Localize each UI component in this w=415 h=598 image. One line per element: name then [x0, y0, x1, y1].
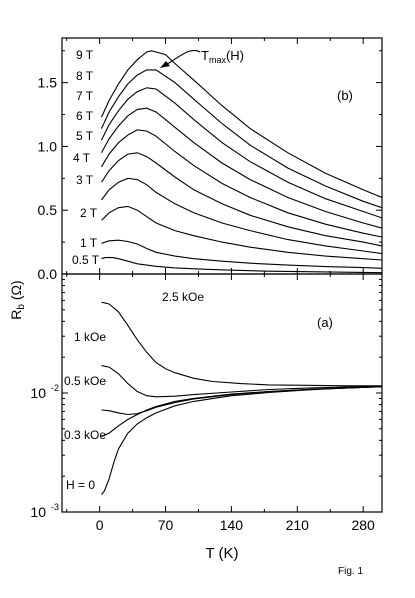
series-label: 4 T: [73, 151, 91, 165]
y-tick-label: 1.0: [38, 138, 58, 154]
figure-label: Fig. 1: [338, 566, 363, 577]
series-label: 1 kOe: [74, 330, 106, 344]
series-line-b-0: [101, 256, 383, 274]
series-line-b-3: [101, 177, 383, 255]
series-label: 2.5 kOe: [162, 290, 204, 304]
panel-a-plot: 0 70 140 210 280 10 -3 10 -2 2.5 kOe 1 kOe 0.5 kOe 0…: [30, 274, 383, 533]
series-label: 8 T: [76, 69, 94, 83]
x-tick-label: 0: [96, 517, 104, 533]
x-tick-label: 210: [286, 517, 310, 533]
panel-b-plot: 0.0 0.5 1.0 1.5 0.5 T 1 T 2 T 3 T 4 T 5 T 6 T 7 T 8 …: [38, 38, 383, 282]
y-tick-label-exponent: -2: [51, 383, 59, 393]
series-line-b-7: [101, 87, 383, 219]
series-label: 2 T: [80, 206, 98, 220]
series-line-b-8: [100, 69, 383, 209]
x-tick-label: 140: [220, 517, 244, 533]
y-tick-label: 0.5: [38, 202, 58, 218]
series-line-b-2: [101, 205, 383, 261]
series-line-a-4: [101, 386, 383, 495]
series-label: 7 T: [76, 89, 94, 103]
annotation-tmax: Tmax(H): [201, 48, 244, 65]
x-tick-label: 70: [158, 517, 174, 533]
series-label: 1 T: [80, 236, 98, 250]
y-tick-label: 0.0: [38, 266, 58, 282]
series-label: 6 T: [76, 109, 94, 123]
panel-a-label: (a): [317, 315, 333, 330]
panel-b-label: (b): [337, 88, 353, 103]
y-tick-label: 1.5: [38, 75, 58, 91]
series-line-a-0: [101, 301, 382, 387]
y-tick-label: 10: [30, 504, 46, 520]
series-line-b-5: [101, 129, 383, 238]
series-label: H = 0: [66, 478, 95, 492]
series-label: 3 T: [76, 173, 94, 187]
series-label: 9 T: [76, 48, 94, 62]
series-line-a-1: [101, 365, 383, 398]
x-axis-label: T (K): [205, 545, 238, 562]
series-line-b-4: [101, 152, 383, 247]
panel-b-frame: [61, 37, 383, 275]
series-line-a-3: [101, 386, 383, 438]
series-label: 0.5 kOe: [64, 374, 106, 388]
series-label: 0.5 T: [72, 253, 100, 267]
series-line-b-6: [101, 107, 383, 229]
series-line-b-1: [101, 239, 383, 269]
annotation-arrowhead: [160, 61, 170, 68]
x-tick-label: 280: [351, 517, 375, 533]
y-tick-label: 10: [30, 385, 46, 401]
series-line-b-9: [100, 50, 383, 199]
y-axis-label: Rb (Ω): [8, 280, 27, 319]
y-tick-label-exponent: -3: [51, 502, 59, 512]
series-label: 5 T: [76, 129, 94, 143]
series-label: 0.3 kOe: [64, 428, 106, 442]
